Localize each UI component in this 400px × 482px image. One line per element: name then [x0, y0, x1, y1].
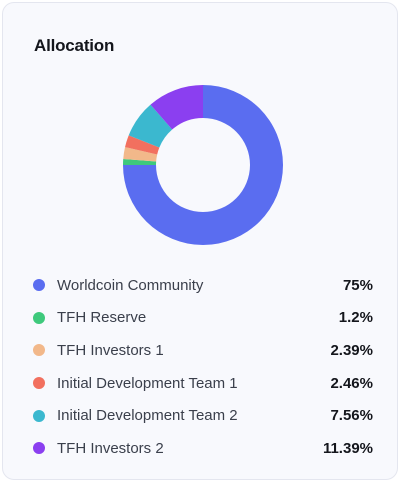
legend-color-dot: [33, 279, 45, 292]
legend-item: TFH Investors 1 2.39%: [33, 334, 373, 367]
legend-color-dot: [33, 377, 45, 390]
legend-value: 1.2%: [338, 309, 373, 327]
legend-item: TFH Reserve 1.2%: [33, 302, 373, 335]
legend-value: 11.39%: [322, 439, 373, 457]
donut-slice-tfh-reserve: [123, 158, 157, 165]
legend-color-dot: [33, 344, 45, 357]
legend-label: Initial Development Team 1: [57, 374, 238, 392]
legend-label: TFH Reserve: [57, 309, 147, 327]
legend-value: 2.39%: [330, 341, 373, 359]
donut-chart-container: [123, 85, 283, 245]
donut-slice-tfh-investors-2: [150, 85, 203, 130]
legend-item: TFH Investors 2 11.39%: [33, 432, 373, 465]
legend-label: TFH Investors 1: [57, 341, 164, 359]
donut-chart: [123, 85, 283, 245]
legend-item: Initial Development Team 2 7.56%: [33, 399, 373, 432]
legend-value: 2.46%: [330, 374, 373, 392]
legend-label: TFH Investors 2: [57, 439, 164, 457]
legend-color-dot: [33, 442, 45, 455]
legend-value: 7.56%: [330, 407, 373, 425]
legend-color-dot: [33, 409, 45, 422]
legend-label: Initial Development Team 2: [57, 407, 238, 425]
card-title: Allocation: [34, 36, 115, 55]
donut-slice-initial-development-team-1: [125, 135, 160, 155]
legend-color-dot: [33, 311, 45, 324]
donut-slice-worldcoin-community: [123, 85, 283, 245]
legend: Worldcoin Community 75% TFH Reserve 1.2% TFH…: [33, 269, 373, 465]
legend-value: 75%: [342, 276, 373, 294]
legend-item: Worldcoin Community 75%: [33, 269, 373, 302]
legend-label: Worldcoin Community: [57, 276, 204, 294]
donut-slice-initial-development-team-2: [128, 104, 173, 148]
donut-slice-tfh-investors-1: [123, 147, 158, 162]
legend-item: Initial Development Team 1 2.46%: [33, 367, 373, 400]
